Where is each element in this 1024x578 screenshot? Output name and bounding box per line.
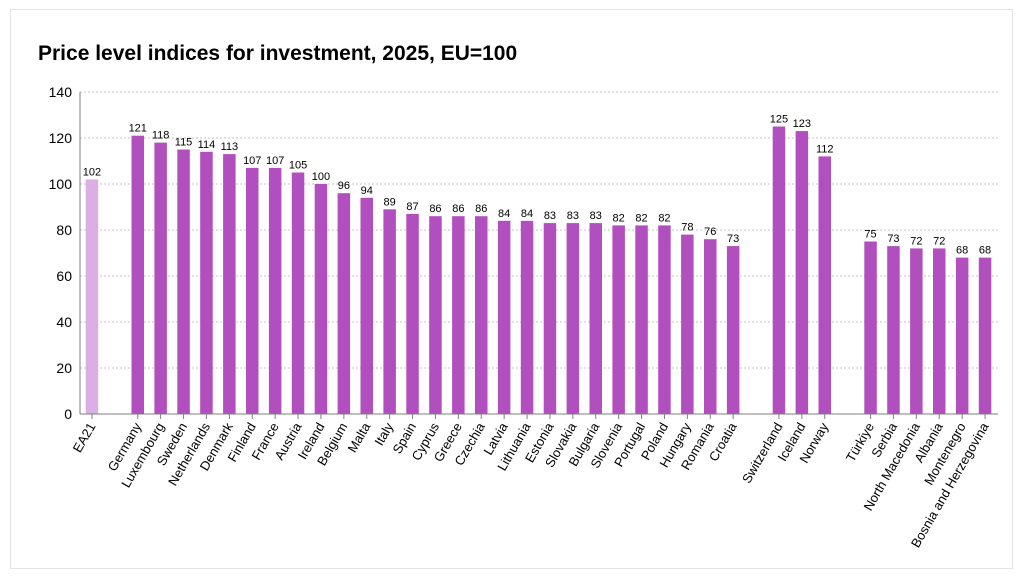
bar-ea21 [85,179,99,414]
bar-serbia [887,246,900,414]
bar-france [268,167,282,414]
bar-sweden [177,149,190,414]
data-label-luxembourg: 118 [152,130,170,142]
y-tick-label: 0 [64,406,72,422]
data-label-belgium: 96 [338,180,350,192]
bar-bulgaria [589,223,602,414]
chart-title: Price level indices for investment, 2025… [38,42,518,65]
bar-slovenia [612,225,625,414]
data-label-bulgaria: 83 [590,210,602,222]
bar-ireland [314,184,328,414]
data-label-norway: 112 [816,143,834,155]
data-label-latvia: 84 [498,208,510,220]
bar-portugal [635,225,648,414]
data-label-germany: 121 [129,123,147,135]
data-label-ea21: 102 [83,166,101,178]
data-label-lithuania: 84 [521,208,533,220]
y-tick-label: 140 [49,84,73,100]
x-tick-label-turkiye: Türkiye [843,420,877,464]
data-label-slovenia: 82 [613,212,625,224]
bar-czechia [475,216,488,414]
bar-luxembourg [154,142,167,414]
bar-austria [291,172,305,414]
data-label-bosnia-and-herzegovina: 68 [979,245,991,257]
data-label-cyprus: 86 [429,203,441,215]
bar-denmark [223,154,236,414]
data-label-denmark: 113 [221,141,239,153]
bar-switzerland [772,126,786,414]
bar-slovakia [566,223,580,414]
bar-hungary [681,234,694,414]
data-label-france: 107 [266,155,284,167]
bar-netherlands [200,151,213,415]
bar-latvia [497,220,511,414]
data-label-portugal: 82 [635,212,647,224]
data-label-greece: 86 [452,203,464,215]
bar-italy [383,209,396,414]
y-tick-label: 100 [49,176,73,192]
bar-bosnia-and-herzegovina [978,257,992,414]
data-label-malta: 94 [361,185,373,197]
data-label-croatia: 73 [727,233,739,245]
data-label-netherlands: 114 [198,139,216,151]
bar-greece [452,216,465,414]
data-label-austria: 105 [289,160,307,172]
y-tick-label: 40 [56,314,72,330]
y-tick-label: 120 [49,130,73,146]
data-label-italy: 89 [384,196,396,208]
y-tick-label: 80 [56,222,72,238]
data-label-czechia: 86 [475,203,487,215]
bar-poland [658,225,671,414]
bar-iceland [795,131,809,414]
y-tick-label: 60 [56,268,72,284]
data-label-slovakia: 83 [567,210,579,222]
bar-turkiye [864,241,877,414]
bar-spain [406,213,419,414]
chart-frame [10,9,1013,569]
bar-estonia [543,223,557,414]
data-label-sweden: 115 [175,137,193,149]
bar-finland [246,167,259,414]
bar-lithuania [520,220,534,414]
data-label-romania: 76 [704,226,716,238]
data-label-serbia: 73 [887,233,899,245]
data-label-switzerland: 125 [770,114,788,126]
bar-malta [360,197,373,414]
bar-albania [933,248,946,414]
bar-norway [818,156,831,414]
data-label-finland: 107 [243,155,261,167]
bar-romania [704,239,717,414]
bar-cyprus [429,216,442,414]
data-label-spain: 87 [406,201,418,213]
bar-north-macedonia [910,248,923,414]
data-label-albania: 72 [933,235,945,247]
data-label-hungary: 78 [681,222,693,234]
bar-germany [131,135,144,414]
bar-belgium [337,193,351,414]
data-label-iceland: 123 [793,118,811,130]
data-label-north-macedonia: 72 [910,235,922,247]
data-label-montenegro: 68 [956,245,968,257]
data-label-turkiye: 75 [864,229,876,241]
data-label-ireland: 100 [312,171,330,183]
y-tick-label: 20 [56,360,72,376]
data-label-poland: 82 [658,212,670,224]
bar-croatia [726,246,740,414]
bar-montenegro [955,257,969,414]
x-tick-label-ea21: EA21 [70,420,99,455]
data-label-estonia: 83 [544,210,556,222]
x-tick-label-malta: Malta [344,419,373,455]
